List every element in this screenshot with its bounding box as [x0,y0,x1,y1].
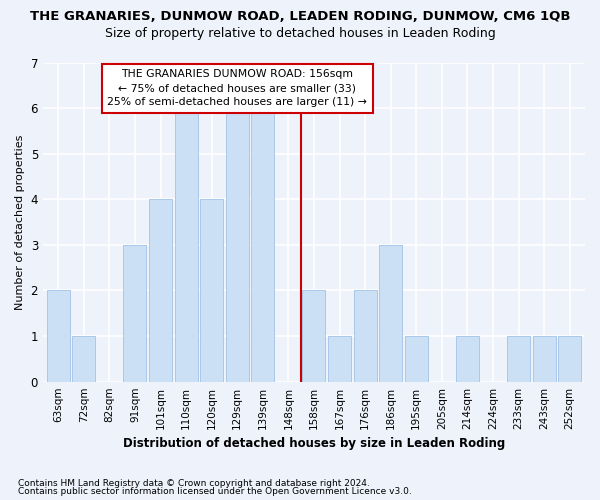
Text: Contains HM Land Registry data © Crown copyright and database right 2024.: Contains HM Land Registry data © Crown c… [18,478,370,488]
Text: THE GRANARIES, DUNMOW ROAD, LEADEN RODING, DUNMOW, CM6 1QB: THE GRANARIES, DUNMOW ROAD, LEADEN RODIN… [30,10,570,23]
Bar [405,336,428,382]
Bar [456,336,479,382]
Bar [558,336,581,382]
Y-axis label: Number of detached properties: Number of detached properties [15,134,25,310]
Text: Contains public sector information licensed under the Open Government Licence v3: Contains public sector information licen… [18,487,412,496]
Bar [379,245,402,382]
Bar [226,108,249,382]
X-axis label: Distribution of detached houses by size in Leaden Roding: Distribution of detached houses by size … [123,437,505,450]
Bar [507,336,530,382]
Text: THE GRANARIES DUNMOW ROAD: 156sqm
← 75% of detached houses are smaller (33)
25% : THE GRANARIES DUNMOW ROAD: 156sqm ← 75% … [107,70,367,108]
Bar [73,336,95,382]
Bar [353,290,377,382]
Bar [124,245,146,382]
Bar [149,200,172,382]
Bar [533,336,556,382]
Bar [251,108,274,382]
Bar [328,336,351,382]
Bar [175,108,197,382]
Text: Size of property relative to detached houses in Leaden Roding: Size of property relative to detached ho… [104,28,496,40]
Bar [47,290,70,382]
Bar [200,200,223,382]
Bar [302,290,325,382]
